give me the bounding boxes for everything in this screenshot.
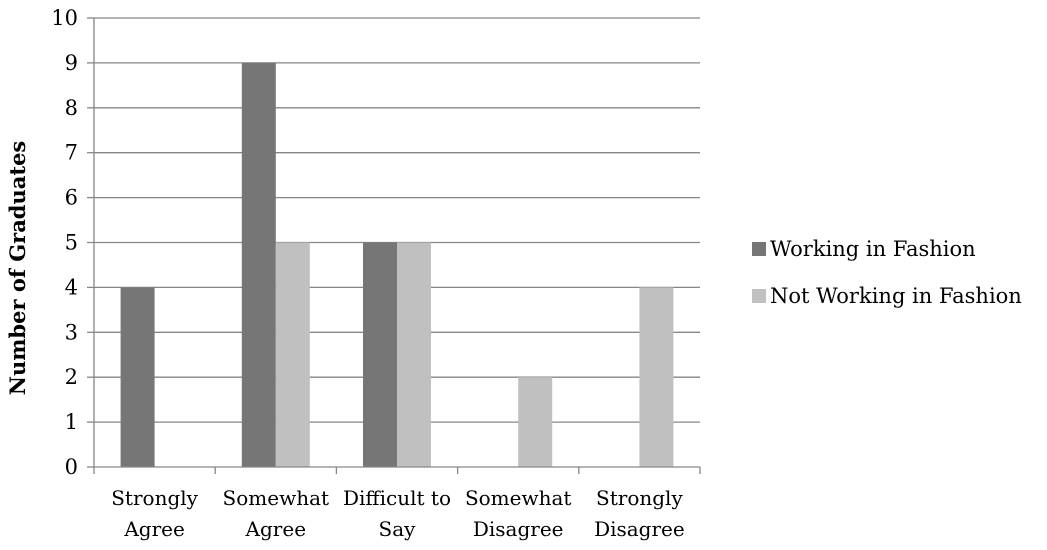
x-tick-label: Strongly Disagree: [594, 486, 685, 541]
y-tick-label: 0: [65, 455, 78, 479]
x-tick-label: Somewhat Disagree: [465, 486, 572, 541]
x-tick-label: Difficult to Say: [343, 486, 451, 541]
legend: Working in Fashion Not Working in Fashion: [752, 237, 1022, 308]
y-tick-label: 1: [65, 410, 78, 434]
x-tick-label: Somewhat Agree: [223, 486, 330, 541]
bar-not-working: [639, 287, 674, 467]
y-tick-label: 9: [65, 51, 78, 75]
y-tick-label: 8: [65, 96, 78, 120]
bar-not-working: [397, 242, 431, 467]
bars: [120, 62, 674, 468]
bar-not-working: [518, 377, 553, 467]
bar-working: [241, 62, 276, 468]
bar-working: [120, 287, 155, 467]
y-tick-label: 5: [65, 231, 78, 255]
y-axis-label: Number of Graduates: [5, 141, 30, 396]
y-tick-label: 2: [65, 365, 78, 389]
y-tick-label: 10: [51, 6, 78, 30]
y-tick-label: 4: [65, 275, 78, 299]
y-tick-label: 3: [65, 320, 78, 344]
y-tick-labels: 0 1 2 3 4 5 6 7 8 9 10: [51, 6, 78, 479]
legend-label: Working in Fashion: [770, 237, 976, 261]
y-tick-label: 6: [65, 186, 78, 210]
legend-swatch: [752, 289, 766, 303]
legend-label: Not Working in Fashion: [770, 284, 1022, 308]
bar-not-working: [275, 242, 310, 467]
legend-swatch: [752, 242, 766, 256]
x-tick-label: Strongly Agree: [111, 486, 198, 541]
y-tick-label: 7: [65, 141, 78, 165]
axes: [87, 17, 701, 474]
bar-working: [363, 242, 397, 467]
